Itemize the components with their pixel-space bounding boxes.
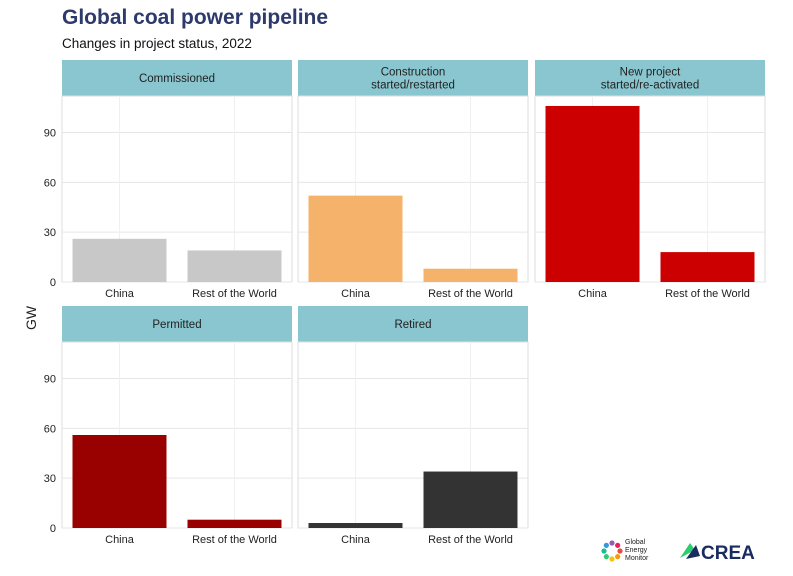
gem-logo-text: Monitor [625, 555, 649, 562]
facet-strip-label: New project [620, 67, 682, 79]
facet-strip [62, 306, 292, 342]
y-tick-label: 0 [50, 523, 56, 535]
gem-logo-dot [601, 548, 607, 554]
x-tick-label: Rest of the World [428, 534, 513, 546]
gem-logo-text: Energy [625, 547, 648, 554]
bar [187, 250, 282, 282]
y-tick-label: 90 [44, 374, 56, 386]
bar [72, 435, 167, 528]
gem-logo-dot [603, 542, 609, 548]
x-tick-label: Rest of the World [665, 288, 750, 300]
crea-logo-text: CREA [701, 543, 755, 564]
bar [423, 268, 518, 282]
bar [187, 519, 282, 528]
facet-strip-label: Permitted [152, 319, 201, 331]
x-tick-label: China [105, 534, 135, 546]
facet-strip-label: Commissioned [139, 73, 215, 85]
y-tick-label: 60 [44, 423, 56, 435]
bar [308, 195, 403, 282]
gem-logo-dot [617, 548, 623, 554]
gem-logo-text: Global [625, 539, 646, 546]
x-tick-label: China [341, 534, 371, 546]
gem-logo-dot [615, 542, 621, 548]
bar [72, 238, 167, 282]
facet-strip [298, 306, 528, 342]
y-tick-label: 60 [44, 177, 56, 189]
x-tick-label: Rest of the World [192, 534, 277, 546]
x-tick-label: China [578, 288, 608, 300]
facet-strip [298, 60, 528, 96]
facet-strip-label: Construction [381, 67, 446, 79]
gem-logo-dot [615, 554, 621, 560]
bar [423, 471, 518, 528]
y-tick-label: 90 [44, 128, 56, 140]
bar [660, 252, 755, 282]
chart-subtitle: Changes in project status, 2022 [62, 36, 252, 51]
y-axis-title: GW [23, 305, 39, 330]
x-tick-label: China [341, 288, 371, 300]
gem-logo-dot [603, 554, 609, 560]
facet-strip-label: Retired [394, 319, 431, 331]
facet-strip-label: started/restarted [371, 80, 455, 92]
x-tick-label: Rest of the World [192, 288, 277, 300]
bar [545, 105, 640, 282]
facet-strip-label: started/re-activated [601, 80, 699, 92]
gem-logo-dot [609, 540, 615, 546]
x-tick-label: Rest of the World [428, 288, 513, 300]
y-tick-label: 0 [50, 277, 56, 289]
facet-strip [62, 60, 292, 96]
crea-logo-mark [680, 543, 695, 558]
facet-panels: Commissioned China Rest of the World 0 30 60 9… [44, 60, 766, 546]
facet-strip [535, 60, 765, 96]
chart-title: Global coal power pipeline [62, 6, 329, 29]
y-tick-label: 30 [44, 473, 56, 485]
y-tick-label: 30 [44, 227, 56, 239]
bar [308, 523, 403, 528]
gem-logo-dot [609, 556, 615, 562]
crea-logo-mark [686, 545, 700, 559]
x-tick-label: China [105, 288, 135, 300]
